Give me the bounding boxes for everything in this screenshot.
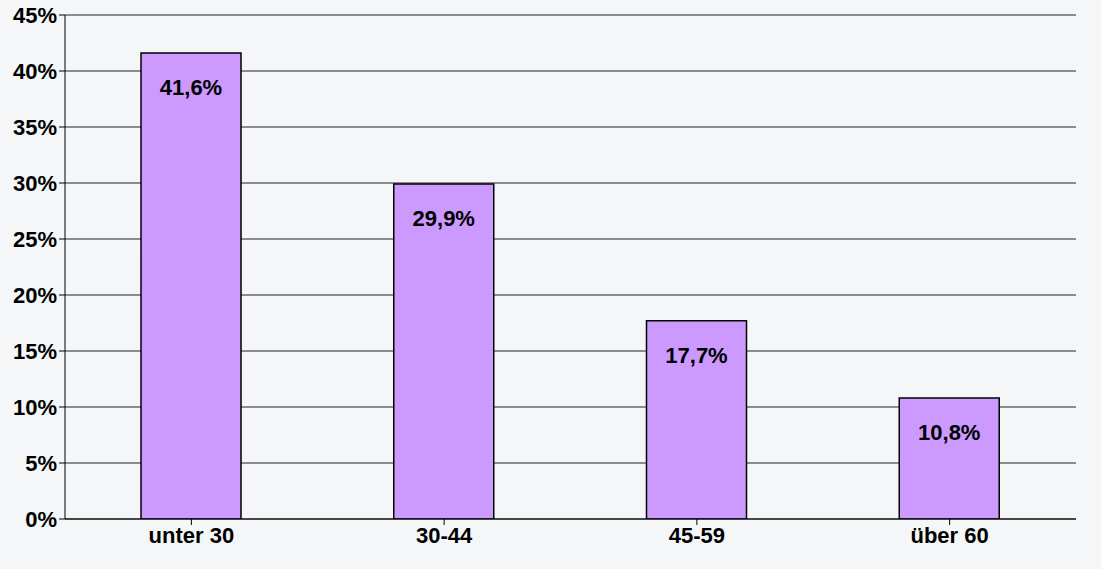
svg-text:41,6%: 41,6% bbox=[160, 75, 222, 100]
svg-text:30-44: 30-44 bbox=[416, 523, 473, 548]
svg-text:10%: 10% bbox=[13, 395, 57, 420]
svg-text:17,7%: 17,7% bbox=[665, 343, 727, 368]
svg-text:5%: 5% bbox=[25, 451, 57, 476]
svg-text:40%: 40% bbox=[13, 59, 57, 84]
svg-text:45%: 45% bbox=[13, 3, 57, 28]
svg-text:45-59: 45-59 bbox=[669, 523, 725, 548]
svg-text:0%: 0% bbox=[25, 507, 57, 532]
svg-text:unter 30: unter 30 bbox=[149, 523, 235, 548]
svg-text:15%: 15% bbox=[13, 339, 57, 364]
svg-text:30%: 30% bbox=[13, 171, 57, 196]
svg-text:25%: 25% bbox=[13, 227, 57, 252]
svg-text:10,8%: 10,8% bbox=[918, 420, 980, 445]
svg-text:35%: 35% bbox=[13, 115, 57, 140]
svg-text:über 60: über 60 bbox=[910, 523, 988, 548]
svg-text:20%: 20% bbox=[13, 283, 57, 308]
svg-text:29,9%: 29,9% bbox=[413, 206, 475, 231]
